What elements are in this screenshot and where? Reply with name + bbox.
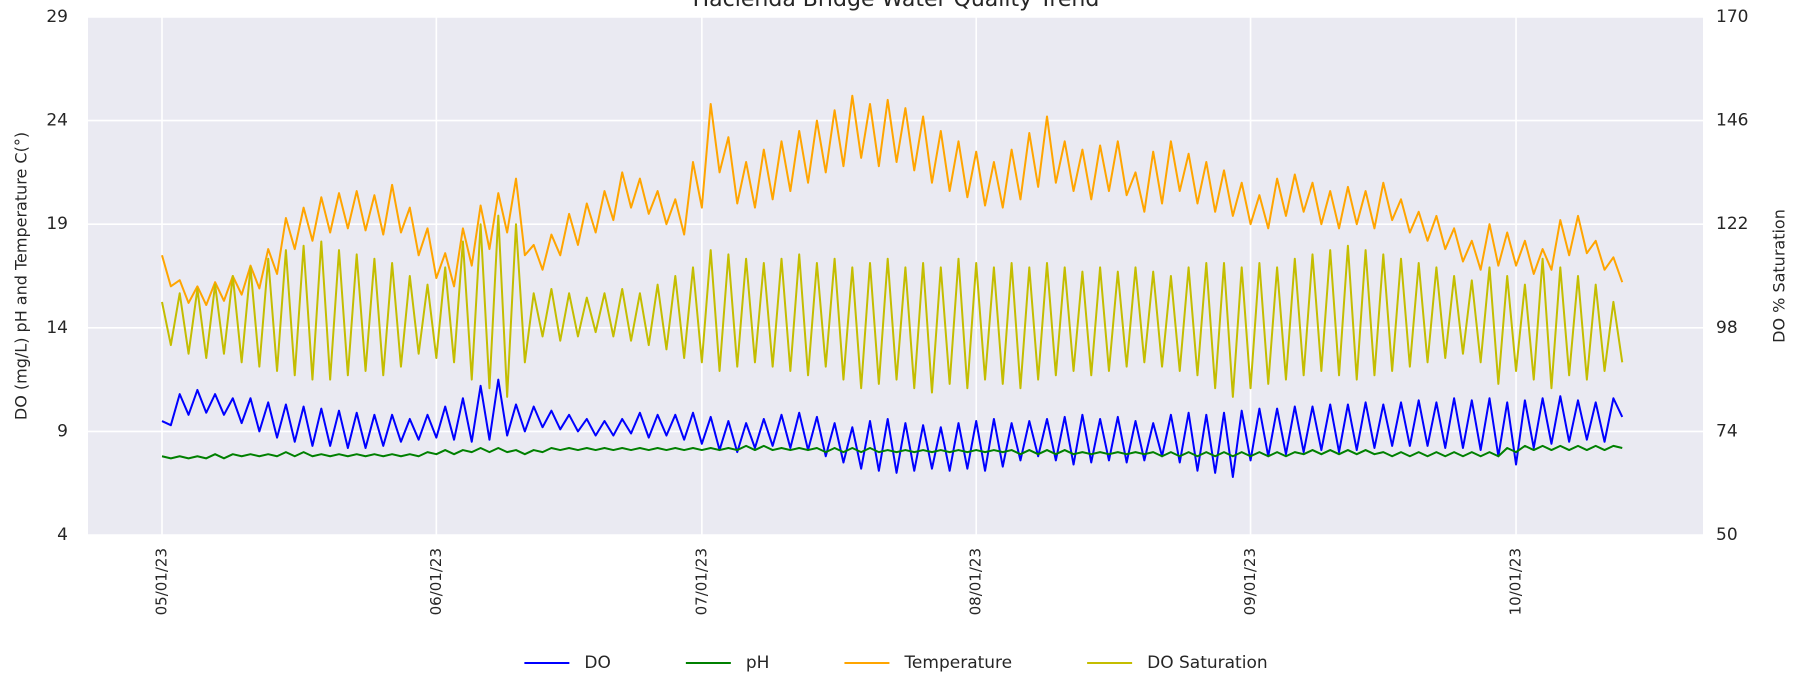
x-tick-label: 09/01/23	[1241, 548, 1259, 615]
grid	[88, 16, 1703, 536]
series-line	[161, 444, 1623, 460]
y-tick-label: 9	[57, 421, 68, 441]
series-line	[161, 94, 1624, 307]
x-tick-label: 05/01/23	[153, 548, 171, 615]
y-tick-label: 14	[46, 318, 68, 338]
series-line	[161, 214, 1624, 398]
lines	[161, 94, 1624, 478]
y-tick-label: 29	[46, 7, 68, 27]
y2-tick-label: 170	[1716, 7, 1748, 27]
legend-label: Temperature	[903, 653, 1012, 673]
legend-item: DO	[524, 653, 611, 673]
y2-tick-label: 74	[1716, 421, 1738, 441]
y2-axis-label: DO % Saturation	[1770, 209, 1789, 343]
y2-tick-label: 98	[1716, 318, 1738, 338]
legend-label: DO	[584, 653, 610, 673]
legend-label: DO Saturation	[1147, 653, 1268, 673]
y-axis-label: DO (mg/L) pH and Temperature C(°)	[12, 132, 31, 420]
legend-item: pH	[685, 653, 770, 673]
legend-label: pH	[746, 653, 770, 673]
x-tick-label: 08/01/23	[967, 548, 985, 615]
y-tick-label: 24	[46, 111, 68, 131]
x-tick-label: 06/01/23	[427, 548, 445, 615]
chart-title: Hacienda Bridge Water Quality Trend	[693, 0, 1100, 12]
y-tick-label: 4	[57, 525, 68, 545]
y2-tick-label: 146	[1716, 111, 1748, 131]
x-tick-label: 07/01/23	[692, 548, 710, 615]
legend-item: DO Saturation	[1087, 653, 1268, 673]
y2-tick-label: 122	[1716, 214, 1748, 234]
plot-area	[88, 17, 1703, 535]
x-tick-label: 10/01/23	[1507, 548, 1525, 615]
y-tick-label: 19	[46, 214, 68, 234]
legend: DO pH Temperature DO Saturation	[524, 653, 1268, 673]
series-line	[161, 378, 1624, 478]
legend-item: Temperature	[844, 653, 1012, 673]
y2-tick-label: 50	[1716, 525, 1738, 545]
